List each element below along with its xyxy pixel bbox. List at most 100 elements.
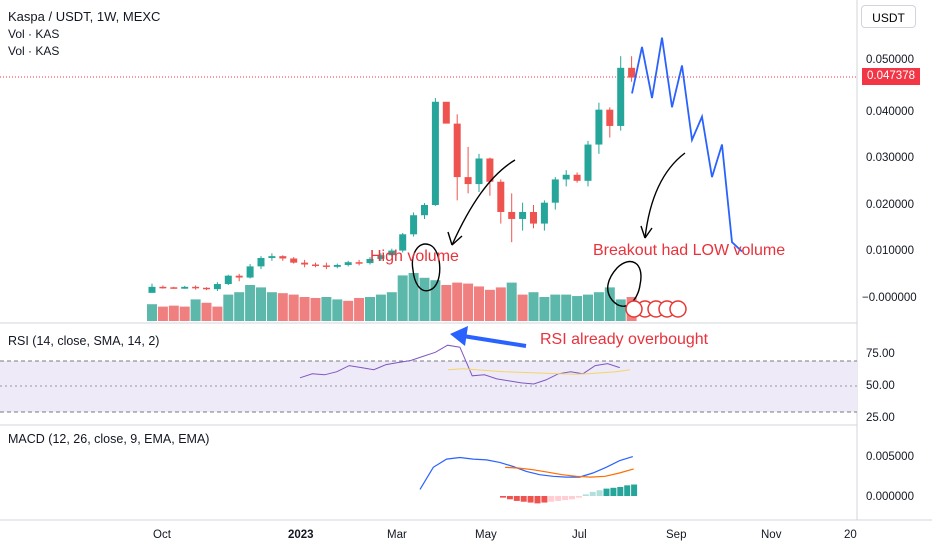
volume-bar [463,283,474,321]
macd-tick: 0.005000 [866,451,914,463]
volume-bar [397,275,408,321]
event-flags[interactable] [625,300,687,318]
volume-bar [452,282,463,321]
candle-body [606,109,614,126]
macd-histogram-bar [548,496,555,502]
volume-bar [550,294,561,321]
volume-bar [277,293,288,321]
rsi-tick: 25.00 [866,412,895,424]
rsi-series [299,344,631,385]
us-flag-event-icon[interactable] [625,300,643,318]
candle-body [159,286,167,289]
volume-bar [474,286,484,321]
volume-bar [179,306,190,321]
candle-body [628,67,636,78]
candle-body [235,275,243,278]
volume-bar [256,287,266,321]
us-flag-event-icon[interactable] [669,300,687,318]
symbol-title[interactable]: Kaspa / USDT, 1W, MEXC [8,9,161,24]
macd-histogram-bar [582,494,589,496]
rsi-smoothing-line [447,368,631,375]
volume-bars [147,273,637,321]
candle-body [170,287,178,289]
candle-body [257,258,265,267]
candle-body [268,256,276,259]
volume-bar [266,292,277,321]
macd-histogram-bar [500,496,506,498]
candle-body [246,266,254,278]
candle-body [464,177,472,185]
candle-body [355,262,363,264]
rsi-tick: 75.00 [866,348,895,360]
candle-body [573,174,581,181]
volume-bar [539,297,550,321]
macd-line [419,456,633,490]
currency-button[interactable]: USDT [861,5,916,28]
candle-body [562,174,570,180]
time-label: May [475,529,497,541]
candle-body [333,264,341,267]
candle-body [595,109,603,145]
candle-body [377,255,385,259]
macd-histogram-bar [506,496,513,500]
macd-series [419,456,638,504]
candle-body [301,262,309,265]
macd-histogram-bar [569,496,575,500]
time-label: 20 [844,529,857,541]
last-price-tag: 0.047378 [862,68,920,85]
rsi-legend[interactable]: RSI (14, close, SMA, 14, 2) [8,334,160,348]
price-tick: 0.040000 [866,106,914,118]
price-tick: 0.010000 [866,245,914,257]
macd-histogram-bar [541,496,548,503]
candle-body [617,67,625,126]
candle-body [421,205,428,216]
macd-histogram-bar [603,488,610,496]
macd-histogram-bar [624,485,631,496]
volume-legend[interactable]: Vol · KAS [8,27,60,41]
candles [148,56,636,293]
volume-bar [310,297,321,321]
candle-body [431,101,439,205]
candle-body [475,158,483,185]
macd-histogram-bar [527,496,534,503]
macd-histogram-bar [520,496,527,502]
candle-body [388,250,396,256]
macd-legend[interactable]: MACD (12, 26, close, 9, EMA, EMA) [8,432,210,446]
macd-histogram-bar [617,486,624,496]
volume-bar [386,292,397,321]
volume-bar [572,296,583,321]
volume-bar [288,294,299,321]
high-volume-annotation[interactable]: High volume [370,248,459,265]
candle-body [290,258,298,263]
volume-bar [375,294,386,321]
candle-body [530,211,537,224]
candle-body [540,202,548,224]
high-volume-circle [411,243,441,292]
rsi-annotation[interactable]: RSI already overbought [540,331,709,348]
breakout-annotation[interactable]: Breakout had LOW volume [593,242,786,259]
volume-bar [583,294,593,321]
signal-line [504,466,634,478]
rsi-arrowhead [450,326,468,346]
price-tick: −0.000000 [862,292,917,304]
macd-histogram-bar [610,487,617,496]
macd-histogram-bar [596,490,603,496]
time-label: Sep [666,529,687,541]
macd-histogram-bar [555,496,562,501]
volume-legend[interactable]: Vol · KAS [8,44,60,58]
volume-bar [147,304,157,321]
macd-histogram-bar [589,491,596,496]
volume-bar [343,300,354,321]
time-label: Nov [761,529,782,541]
candle-body [224,275,232,285]
volume-bar [321,297,332,321]
macd-histogram-bar [575,496,582,498]
volume-bar [408,273,419,321]
price-projection [631,37,743,253]
time-label: Oct [153,529,171,541]
volume-bar [517,294,528,321]
volume-bar [223,294,234,321]
breakout-arrowhead [640,225,653,239]
candle-body [584,144,592,181]
